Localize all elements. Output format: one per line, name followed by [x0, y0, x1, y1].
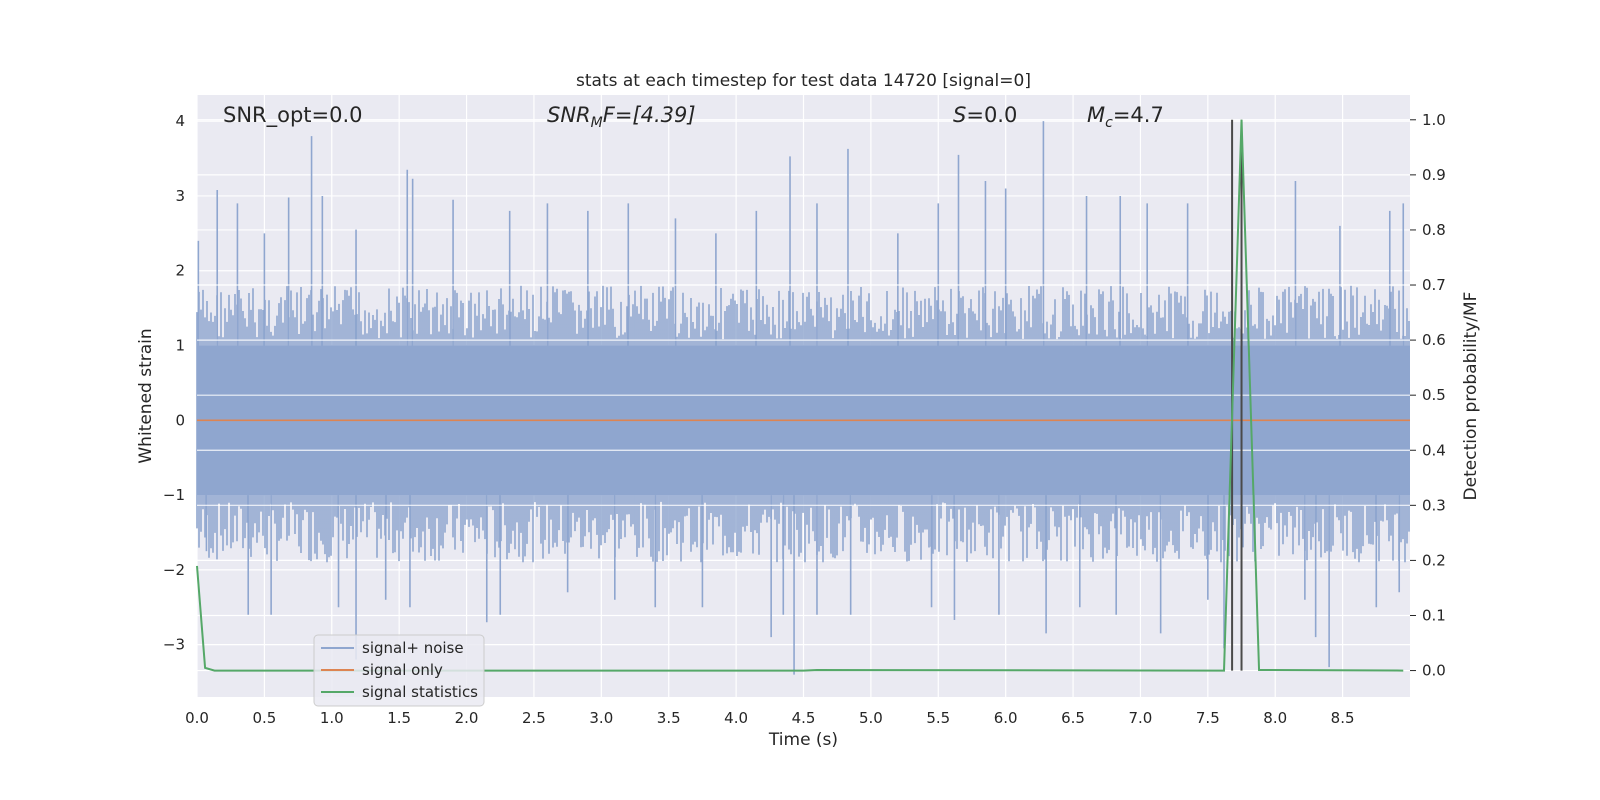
- legend: signal+ noise signal only signal statist…: [313, 634, 485, 707]
- y2-tick-label: 0.1: [1422, 606, 1446, 624]
- annotation-snr-mf-rest: F=[4.39]: [603, 103, 696, 127]
- y2-tick-label: 0.0: [1422, 662, 1446, 680]
- x-tick-label: 8.5: [1331, 709, 1355, 727]
- x-tick-label: 3.0: [589, 709, 613, 727]
- annotation-mc-rest: =4.7: [1113, 103, 1164, 127]
- x-tick-label: 1.5: [387, 709, 411, 727]
- line-signal-statistics: [196, 119, 1404, 672]
- x-tick-label: 7.5: [1196, 709, 1220, 727]
- y2-tick-label: 0.9: [1422, 166, 1446, 184]
- x-tick-label: 4.5: [792, 709, 816, 727]
- annotation-snr-mf: SNRMF=[4.39]: [547, 103, 696, 131]
- y2-tick-label: 0.6: [1422, 331, 1446, 349]
- legend-box: [313, 634, 485, 707]
- annotation-snr-mf-base: SNR: [547, 103, 591, 127]
- annotation-s-base: S: [953, 103, 966, 127]
- legend-label-signal-plus-noise: signal+ noise: [362, 639, 464, 657]
- x-tick-label: 4.0: [724, 709, 748, 727]
- x-tick-label: 0.5: [252, 709, 276, 727]
- x-tick-label: 6.0: [994, 709, 1018, 727]
- y-tick-label: 0: [175, 411, 185, 429]
- x-axis-label: Time (s): [768, 730, 838, 750]
- y2-tick-label: 0.3: [1422, 496, 1446, 514]
- y-tick-label: −3: [163, 636, 185, 654]
- x-tick-label: 5.5: [926, 709, 950, 727]
- annotation-mc: Mc=4.7: [1087, 103, 1164, 131]
- annotation-snr-opt: SNR_opt=0.0: [223, 103, 363, 128]
- x-tick-label: 1.0: [320, 709, 344, 727]
- y2-tick-label: 0.8: [1422, 221, 1446, 239]
- annotation-s: S=0.0: [953, 103, 1017, 127]
- annotation-s-rest: =0.0: [966, 103, 1017, 127]
- y2-tick-label: 0.5: [1422, 386, 1446, 404]
- y-tick-label: 1: [175, 337, 185, 355]
- x-tick-label: 2.0: [455, 709, 479, 727]
- axis-ticks: 0.0 0.5 1.0 1.5 2.0 2.5 3.0 3.5 4.0 4.5 5.0 5.5 6.0 6…: [163, 111, 1446, 727]
- y-tick-label: −2: [163, 561, 185, 579]
- legend-label-signal-statistics: signal statistics: [362, 683, 478, 701]
- y2-tick-label: 0.4: [1422, 441, 1446, 459]
- y2-tick-label: 0.2: [1422, 551, 1446, 569]
- x-tick-label: 3.5: [657, 709, 681, 727]
- x-tick-label: 6.5: [1061, 709, 1085, 727]
- x-tick-label: 5.0: [859, 709, 883, 727]
- y-tick-label: −1: [163, 486, 185, 504]
- annotation-mc-sub: c: [1105, 115, 1113, 131]
- x-tick-label: 8.0: [1263, 709, 1287, 727]
- y2-tick-label: 0.7: [1422, 276, 1446, 294]
- legend-label-signal-only: signal only: [362, 661, 443, 679]
- y-tick-label: 3: [175, 187, 185, 205]
- y2-tick-label: 1.0: [1422, 111, 1446, 129]
- x-tick-label: 2.5: [522, 709, 546, 727]
- annotation-mc-base: M: [1087, 103, 1105, 127]
- x-tick-label: 0.0: [185, 709, 209, 727]
- y-axis-label: Whitened strain: [136, 328, 156, 463]
- annotation-snr-mf-sub: M: [591, 115, 603, 131]
- series-lines: [196, 119, 1410, 672]
- y2-axis-label: Detection probability/MF: [1461, 292, 1481, 501]
- chart-title: stats at each timestep for test data 147…: [576, 71, 1031, 91]
- y-tick-label: 4: [175, 112, 185, 130]
- y-tick-label: 2: [175, 262, 185, 280]
- x-tick-label: 7.0: [1129, 709, 1153, 727]
